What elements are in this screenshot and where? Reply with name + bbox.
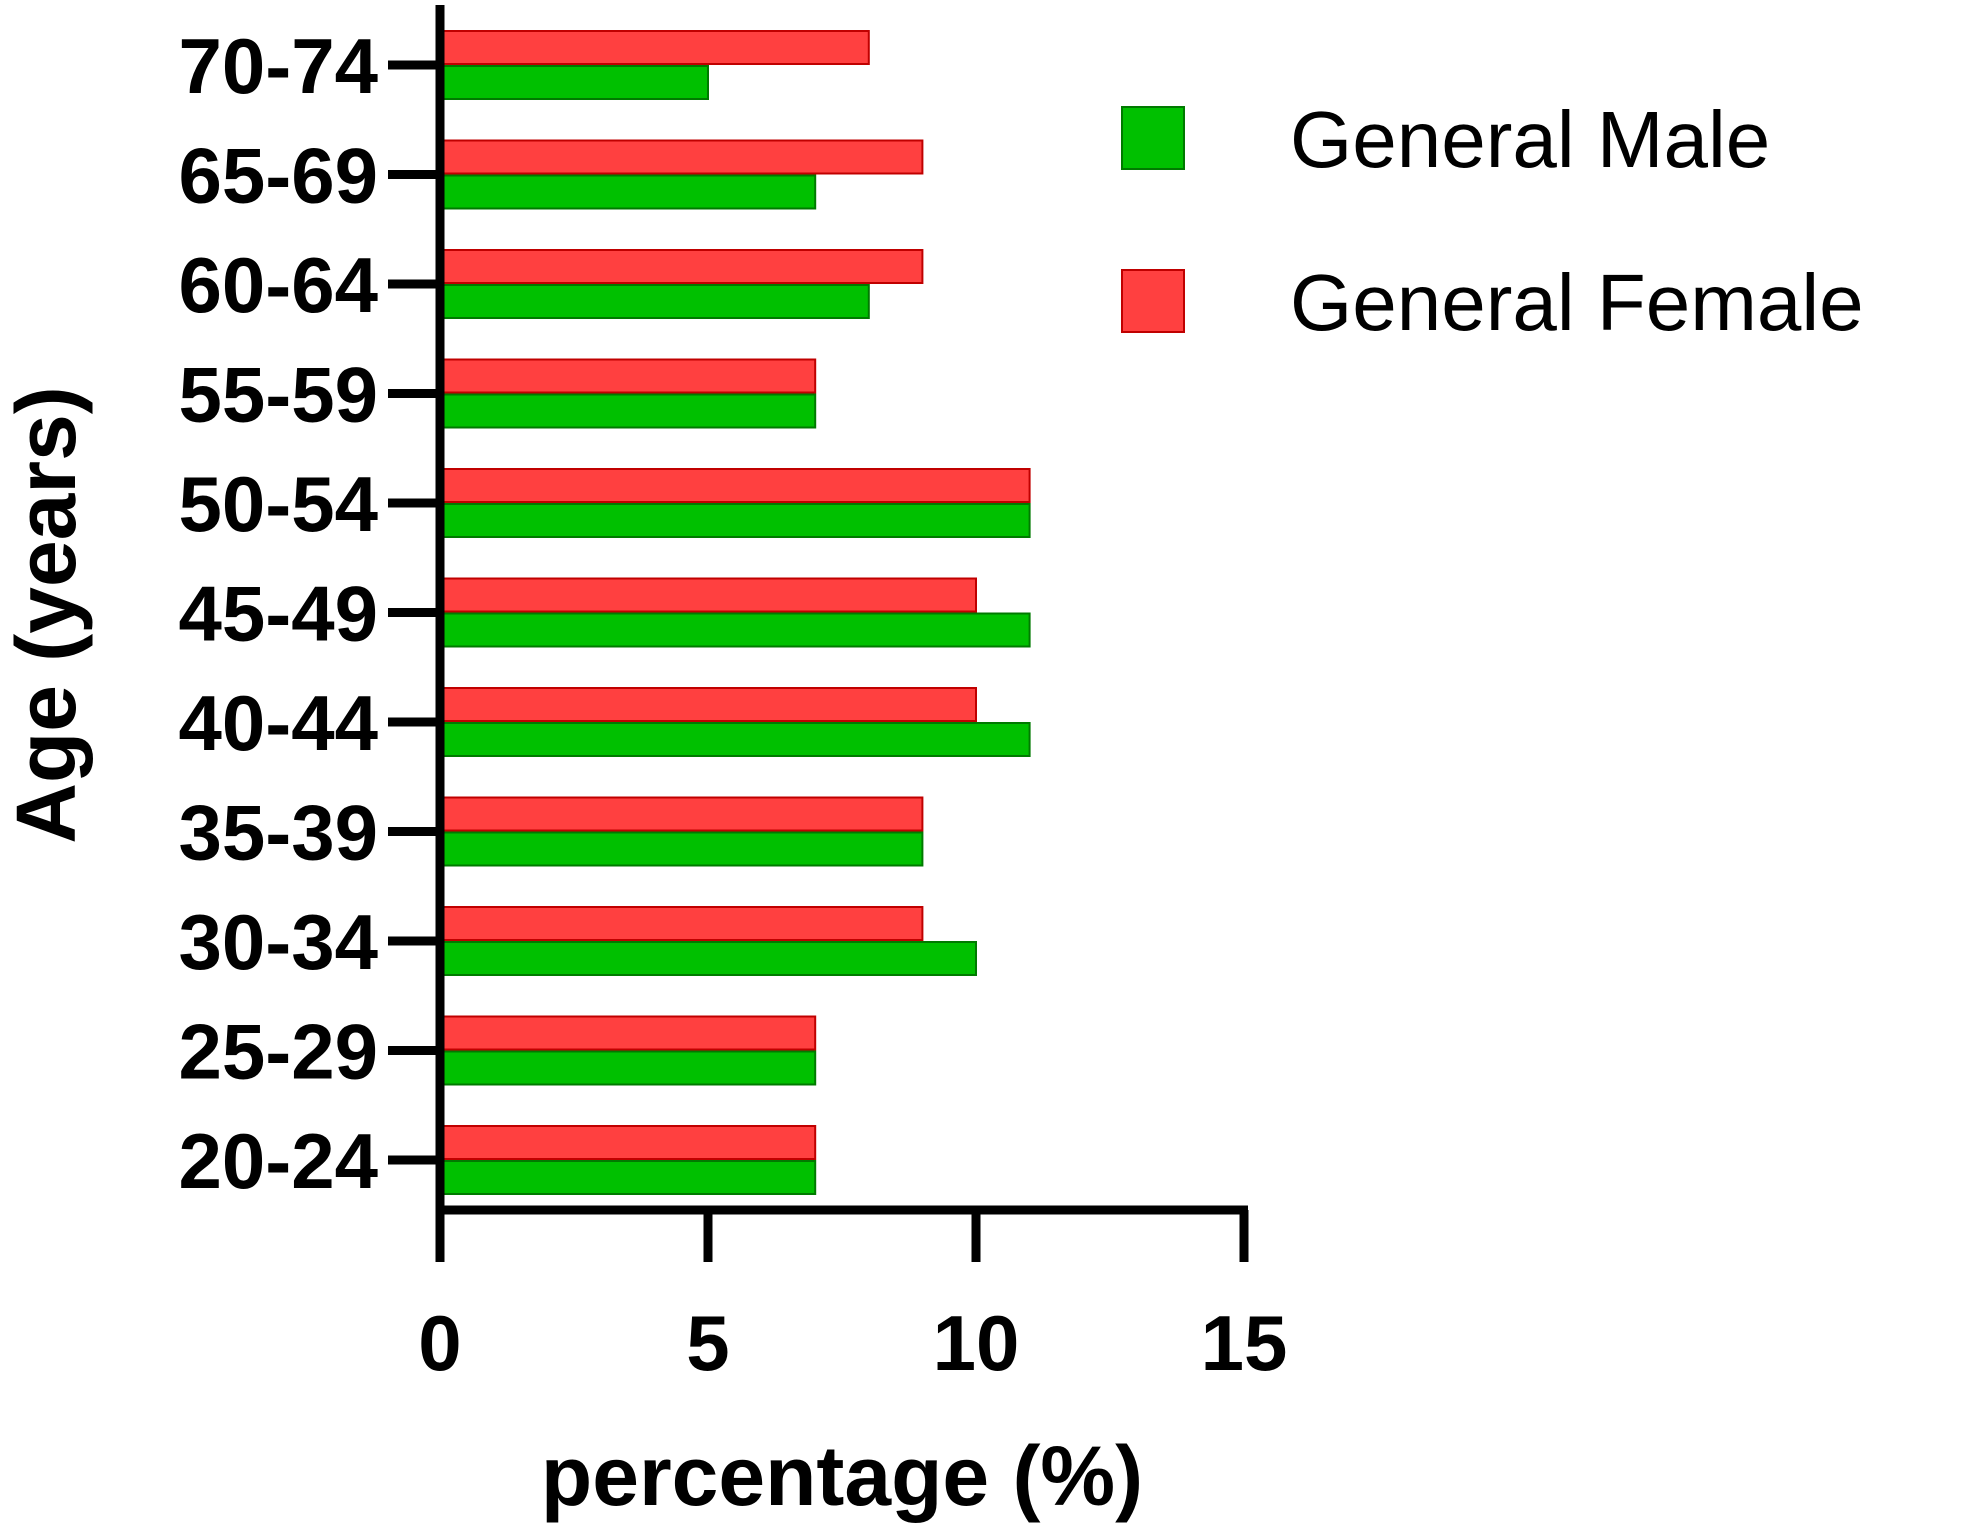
legend-label-male: General Male	[1290, 95, 1770, 184]
bar-female-35-39	[439, 796, 924, 832]
y-tick-label-40-44: 40-44	[179, 679, 379, 767]
x-ticks-group: 0 5 10 15	[418, 1210, 1287, 1387]
x-tick-label-10: 10	[933, 1299, 1020, 1387]
x-tick-label-15: 15	[1201, 1299, 1288, 1387]
y-ticks-group: 20-24 25-29 30-34 35-39 40-44 45-49 50-54 55-59…	[179, 22, 440, 1205]
legend-swatch-female	[1121, 269, 1185, 333]
y-tick-label-60-64: 60-64	[179, 241, 379, 329]
y-tick-label-45-49: 45-49	[179, 570, 379, 658]
legend-swatch-male	[1121, 106, 1185, 170]
bars-group	[439, 30, 1031, 1195]
bar-male-25-29	[439, 1050, 817, 1086]
y-tick-label-55-59: 55-59	[179, 351, 379, 439]
bar-female-55-59	[439, 358, 817, 394]
legend: General Male General Female	[1121, 95, 1864, 347]
y-tick-label-65-69: 65-69	[179, 132, 379, 220]
bar-male-40-44	[439, 722, 1031, 757]
y-tick-label-25-29: 25-29	[179, 1008, 379, 1096]
legend-label-female: General Female	[1290, 258, 1864, 347]
bar-female-70-74	[439, 30, 870, 65]
bar-female-30-34	[439, 906, 924, 941]
bar-female-45-49	[439, 577, 977, 613]
bar-male-65-69	[439, 174, 817, 210]
bar-female-25-29	[439, 1015, 817, 1051]
bar-male-55-59	[439, 393, 817, 429]
y-tick-label-20-24: 20-24	[179, 1117, 379, 1205]
x-axis-title: percentage (%)	[541, 1429, 1143, 1523]
bar-female-20-24	[439, 1125, 817, 1160]
bar-female-40-44	[439, 687, 977, 722]
x-tick-label-5: 5	[686, 1299, 729, 1387]
x-tick-label-0: 0	[418, 1299, 461, 1387]
y-tick-label-30-34: 30-34	[179, 898, 379, 986]
bar-female-50-54	[439, 468, 1031, 503]
bar-male-30-34	[439, 941, 977, 976]
bar-male-50-54	[439, 503, 1031, 538]
bar-male-70-74	[439, 65, 709, 100]
y-tick-label-35-39: 35-39	[179, 789, 379, 877]
bar-male-45-49	[439, 612, 1031, 648]
bar-male-60-64	[439, 284, 870, 319]
bar-male-20-24	[439, 1160, 817, 1195]
y-tick-label-70-74: 70-74	[179, 22, 379, 110]
y-axis-title: Age (years)	[0, 386, 93, 844]
bar-female-60-64	[439, 249, 924, 284]
bar-female-65-69	[439, 139, 924, 175]
bar-male-35-39	[439, 831, 924, 867]
y-tick-label-50-54: 50-54	[179, 460, 379, 548]
